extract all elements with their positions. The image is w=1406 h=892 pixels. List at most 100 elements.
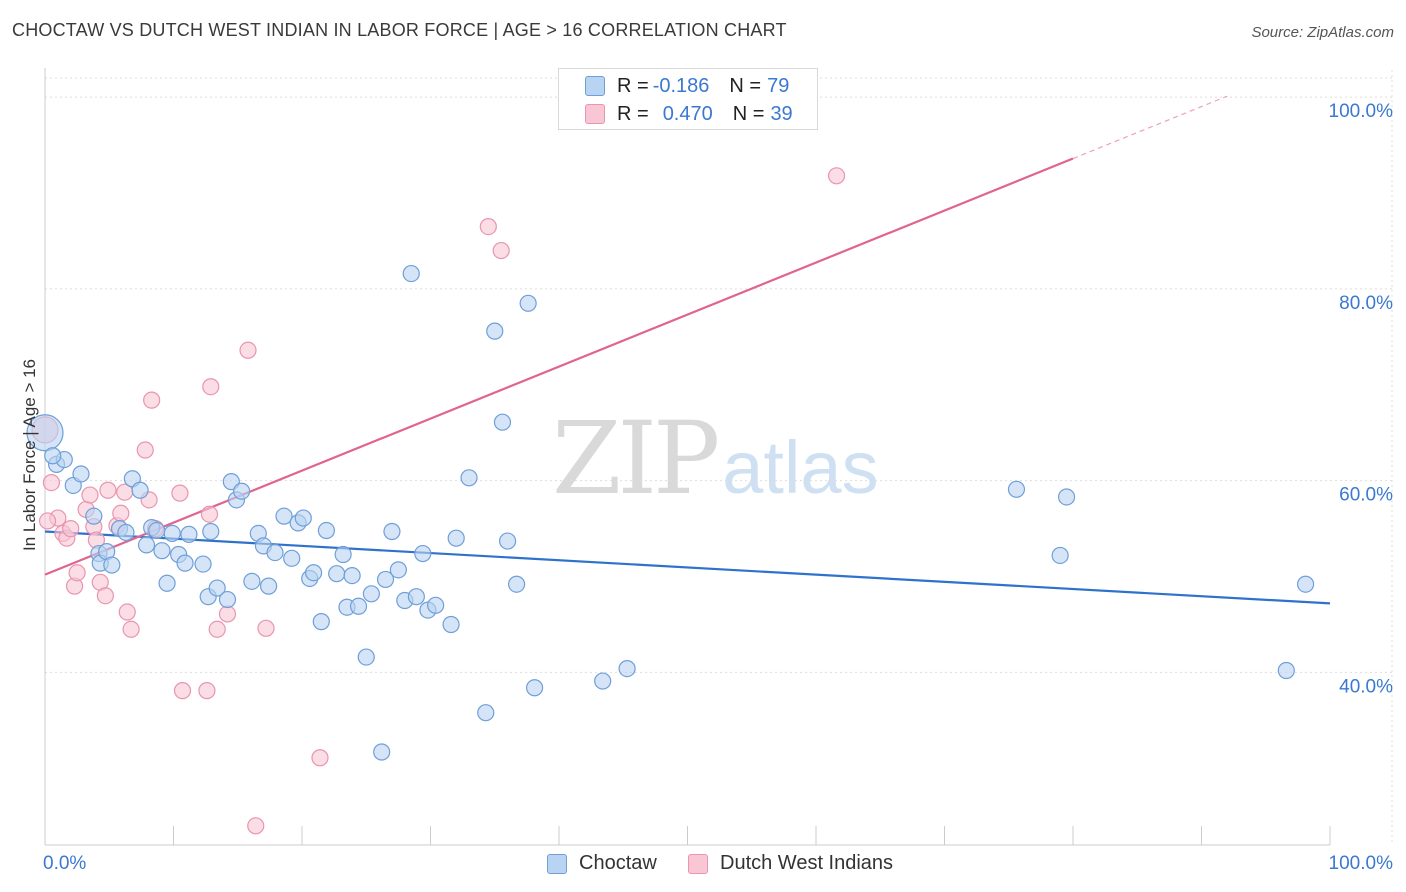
choctaw-point: [266, 543, 284, 562]
dutch-point: [96, 587, 114, 605]
trend-line-choctaw: [44, 530, 1331, 605]
dutch-point: [202, 378, 220, 396]
choctaw-point: [460, 469, 478, 487]
axes: [44, 68, 1331, 846]
choctaw-point: [414, 544, 432, 563]
choctaw-point: [194, 555, 212, 573]
choctaw-point: [317, 521, 336, 540]
y-tick-label: 100.0%: [1329, 101, 1394, 122]
dutch-point: [208, 620, 226, 638]
choctaw-point: [117, 523, 135, 542]
choctaw-point: [362, 585, 380, 603]
dutch-point: [68, 564, 86, 582]
dutch-point: [171, 484, 189, 502]
y-tick-label: 60.0%: [1339, 485, 1393, 506]
series-legend: Choctaw Dutch West Indians: [0, 852, 1406, 878]
choctaw-point: [148, 521, 166, 540]
x-tick-label: 100.0%: [1329, 853, 1394, 874]
choctaw-point: [519, 294, 537, 312]
choctaw-point: [507, 575, 526, 593]
dutch-point: [218, 605, 237, 623]
choctaw-point: [176, 554, 194, 572]
choctaw-point: [1277, 661, 1295, 680]
legend-swatch-dutch: [585, 104, 605, 124]
choctaw-point: [349, 597, 368, 615]
dutch-point: [81, 486, 99, 504]
gridlines: [45, 70, 1393, 845]
choctaw-point: [275, 507, 293, 525]
dutch-point: [143, 391, 161, 409]
choctaw-point: [376, 570, 395, 589]
dutch-point: [257, 619, 275, 637]
choctaw-point: [243, 572, 261, 590]
dutch-point: [198, 682, 216, 700]
choctaw-point: [294, 509, 312, 527]
dutch-point: [239, 341, 257, 359]
legend-n-label: N =: [732, 102, 765, 125]
series-label-choctaw: Choctaw: [579, 852, 657, 874]
choctaw-point: [259, 577, 278, 595]
chart-title: CHOCTAW VS DUTCH WEST INDIAN IN LABOR FO…: [12, 20, 787, 40]
dutch-point: [247, 817, 265, 835]
choctaw-point: [328, 565, 346, 583]
dutch-point: [62, 520, 80, 538]
choctaw-point: [208, 579, 226, 597]
choctaw-point: [85, 507, 103, 525]
x-tick-label: 0.0%: [43, 853, 86, 874]
choctaw-point: [180, 525, 198, 543]
choctaw-point: [103, 556, 121, 574]
choctaw-point: [137, 536, 156, 554]
choctaw-point: [493, 413, 512, 431]
dutch-point: [136, 441, 154, 459]
trend-lines: [44, 95, 1331, 605]
dutch-point: [112, 504, 130, 522]
choctaw-point: [283, 549, 301, 567]
choctaw-point: [427, 596, 445, 614]
choctaw-point: [202, 522, 220, 541]
dutch-point: [38, 512, 57, 530]
choctaw-point: [499, 532, 517, 550]
y-tick-label: 40.0%: [1339, 676, 1393, 697]
watermark-atlas: atlas: [722, 426, 879, 509]
choctaw-point: [373, 743, 391, 761]
choctaw-point: [447, 529, 465, 547]
dutch-point: [827, 167, 846, 185]
trend-line-dutch: [44, 157, 1074, 576]
legend-row-choctaw: R = -0.186 N = 79: [585, 74, 789, 98]
choctaw-point: [218, 590, 237, 609]
choctaw-point: [1007, 480, 1026, 498]
series-legend-dutch: Dutch West Indians: [688, 852, 893, 875]
series-swatch-choctaw: [547, 853, 567, 874]
choctaw-point: [343, 566, 361, 585]
choctaw-point: [312, 613, 330, 631]
dutch-point: [479, 218, 497, 236]
choctaw-point: [477, 704, 495, 722]
choctaw-point: [442, 615, 460, 634]
choctaw-point: [158, 574, 176, 592]
choctaw-point: [402, 264, 420, 283]
choctaw-point: [44, 447, 62, 465]
source-credit: Source: ZipAtlas.com: [1251, 24, 1394, 41]
choctaw-point: [233, 482, 251, 500]
dutch-point: [492, 241, 510, 260]
choctaw-point: [26, 414, 64, 452]
series-swatch-dutch: [688, 853, 708, 874]
choctaw-point: [153, 542, 171, 560]
choctaw-point: [334, 545, 352, 564]
dutch-point: [42, 473, 61, 492]
choctaw-point: [486, 322, 504, 340]
choctaw-point: [72, 465, 90, 483]
y-tick-label: 80.0%: [1339, 293, 1393, 314]
dutch-point: [173, 682, 192, 700]
legend-swatch-choctaw: [585, 76, 605, 96]
trend-line-dutch-extension: [1072, 95, 1228, 160]
choctaw-point: [304, 564, 323, 582]
watermark: ZIPatlas: [552, 400, 879, 517]
legend-r-value: -0.186: [652, 74, 710, 97]
choctaw-point: [163, 524, 181, 543]
choctaw-point: [1057, 488, 1076, 506]
data-points: [26, 167, 1315, 835]
choctaw-point: [407, 588, 425, 606]
legend-n-value: 39: [770, 102, 793, 125]
